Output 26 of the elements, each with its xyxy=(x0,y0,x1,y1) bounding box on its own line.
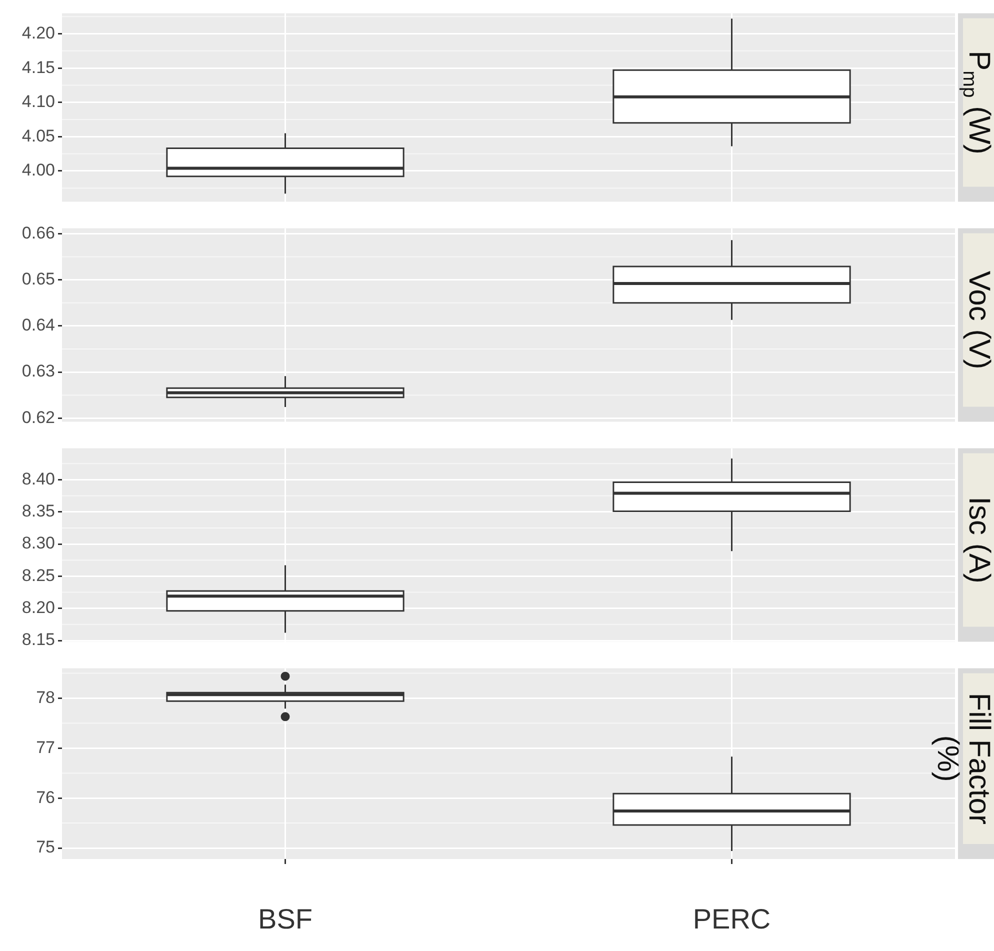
y-axis-title: Pmp (W) xyxy=(958,50,994,154)
y-tick-label: 0.66 xyxy=(22,223,55,242)
y-tick-label: 78 xyxy=(36,688,55,707)
y-tick-label: 8.20 xyxy=(22,598,55,618)
y-tick-label: 8.15 xyxy=(22,630,55,650)
y-tick-label: 0.62 xyxy=(22,408,55,427)
y-axis-title: Voc (V) xyxy=(962,270,994,370)
y-axis-title: Fill Factor (%) xyxy=(931,692,994,824)
y-tick-label: 4.10 xyxy=(22,92,55,112)
y-axis-title: Isc (A) xyxy=(962,496,994,584)
y-tick-label: 8.25 xyxy=(22,566,55,585)
y-tick-label: 4.00 xyxy=(22,160,55,180)
y-tick-label: 8.30 xyxy=(22,534,55,553)
y-tick-label: 77 xyxy=(36,738,55,757)
y-tick-label: 0.63 xyxy=(22,362,55,381)
y-tick-label: 0.64 xyxy=(22,316,55,335)
y-tick-label: 0.65 xyxy=(22,270,55,289)
x-tick-label: BSF xyxy=(258,904,312,935)
y-tick-label: 4.15 xyxy=(22,58,55,77)
y-tick-label: 4.05 xyxy=(22,126,55,146)
y-tick-label: 8.40 xyxy=(22,469,55,488)
y-tick-label: 75 xyxy=(36,838,55,857)
y-tick-label: 4.20 xyxy=(22,23,55,42)
y-tick-label: 8.35 xyxy=(22,502,55,521)
y-tick-label: 76 xyxy=(36,788,55,807)
x-tick-label: PERC xyxy=(692,904,771,935)
